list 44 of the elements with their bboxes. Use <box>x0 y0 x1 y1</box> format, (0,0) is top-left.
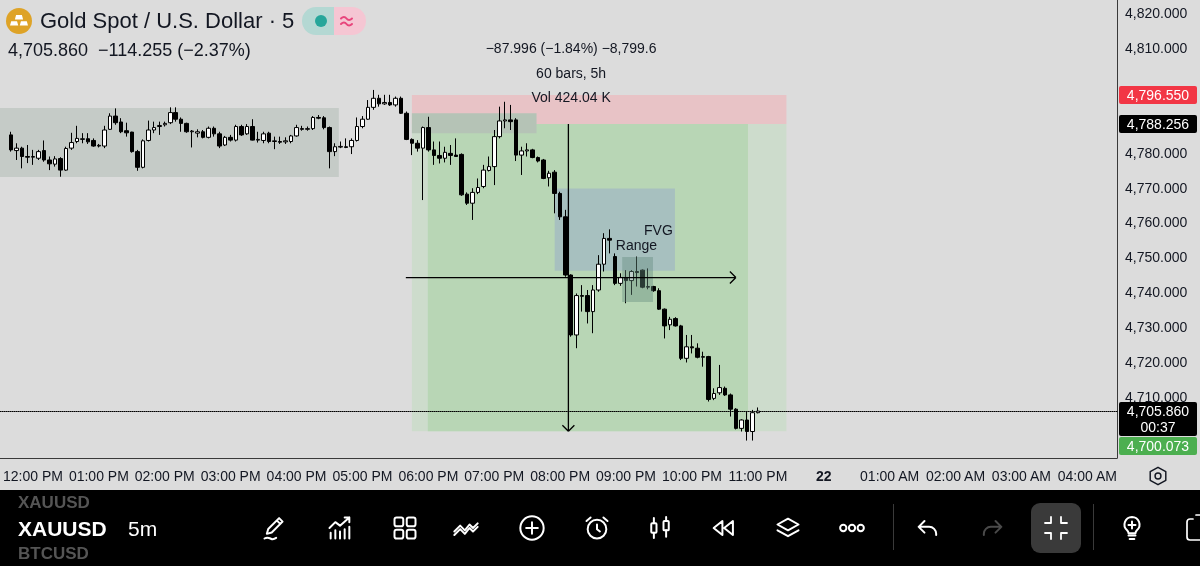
x-tick-label: 22 <box>815 468 832 484</box>
x-tick-label: 12:00 PM <box>2 468 63 484</box>
text: 4,788.256 <box>1119 114 1197 133</box>
x-tick-label: 04:00 PM <box>266 468 327 484</box>
y-tick-label: 4,730.000 <box>1125 318 1188 335</box>
annotation: Range <box>614 236 659 254</box>
y-tick-label: 4,810.000 <box>1125 40 1188 57</box>
annotation: 60 bars, 5h <box>535 64 608 82</box>
y-tick-label: 4,820.000 <box>1125 5 1188 22</box>
x-tick-label: 02:00 AM <box>925 468 986 484</box>
candlestick <box>157 121 162 136</box>
ref-line-label: 4,705.860 00:37 <box>1119 402 1197 437</box>
x-tick-label: 11:00 PM <box>728 468 788 484</box>
x-tick-label: 02:00 PM <box>134 468 195 484</box>
text: XAUUSD <box>18 516 107 541</box>
y-tick-label: 4,770.000 <box>1125 179 1188 196</box>
annotation: Vol 424.04 K <box>530 88 612 106</box>
x-tick-label: 09:00 PM <box>596 468 657 484</box>
x-tick-label: 06:00 PM <box>398 468 459 484</box>
y-tick-label: 4,740.000 <box>1125 284 1188 301</box>
x-tick-label: 03:00 AM <box>991 468 1052 484</box>
text: BTCUSD <box>18 543 89 564</box>
x-tick-label: 04:00 AM <box>1057 468 1117 484</box>
text: 4,796.550 <box>1119 85 1197 104</box>
x-tick-label: 10:00 PM <box>661 468 722 484</box>
x-tick-label: 01:00 PM <box>68 468 129 484</box>
text: 4,700.073 <box>1119 437 1197 456</box>
text: 5m <box>128 516 158 541</box>
y-tick-label: 4,760.000 <box>1125 214 1188 231</box>
chart-title: Gold Spot / U.S. Dollar · 5 <box>40 7 295 35</box>
candlestick <box>163 121 167 128</box>
annotation: −87.996 (−1.84%) −8,799.6 <box>484 39 658 57</box>
text: 4,705.860 −114.255 (−2.37%) <box>8 39 251 62</box>
y-tick-label: 4,720.000 <box>1125 353 1188 370</box>
x-tick-label: 01:00 AM <box>860 468 920 484</box>
x-tick-label: 05:00 PM <box>332 468 393 484</box>
band-label: FVG <box>643 220 674 239</box>
y-tick-label: 4,750.000 <box>1125 249 1188 266</box>
x-tick-label: 08:00 PM <box>530 468 591 484</box>
y-tick-label: 4,710.000 <box>1125 388 1188 405</box>
y-tick-label: 4,780.000 <box>1125 144 1188 161</box>
text: XAUUSD <box>18 492 90 513</box>
x-tick-label: 03:00 PM <box>200 468 261 484</box>
x-tick-label: 07:00 PM <box>464 468 525 484</box>
